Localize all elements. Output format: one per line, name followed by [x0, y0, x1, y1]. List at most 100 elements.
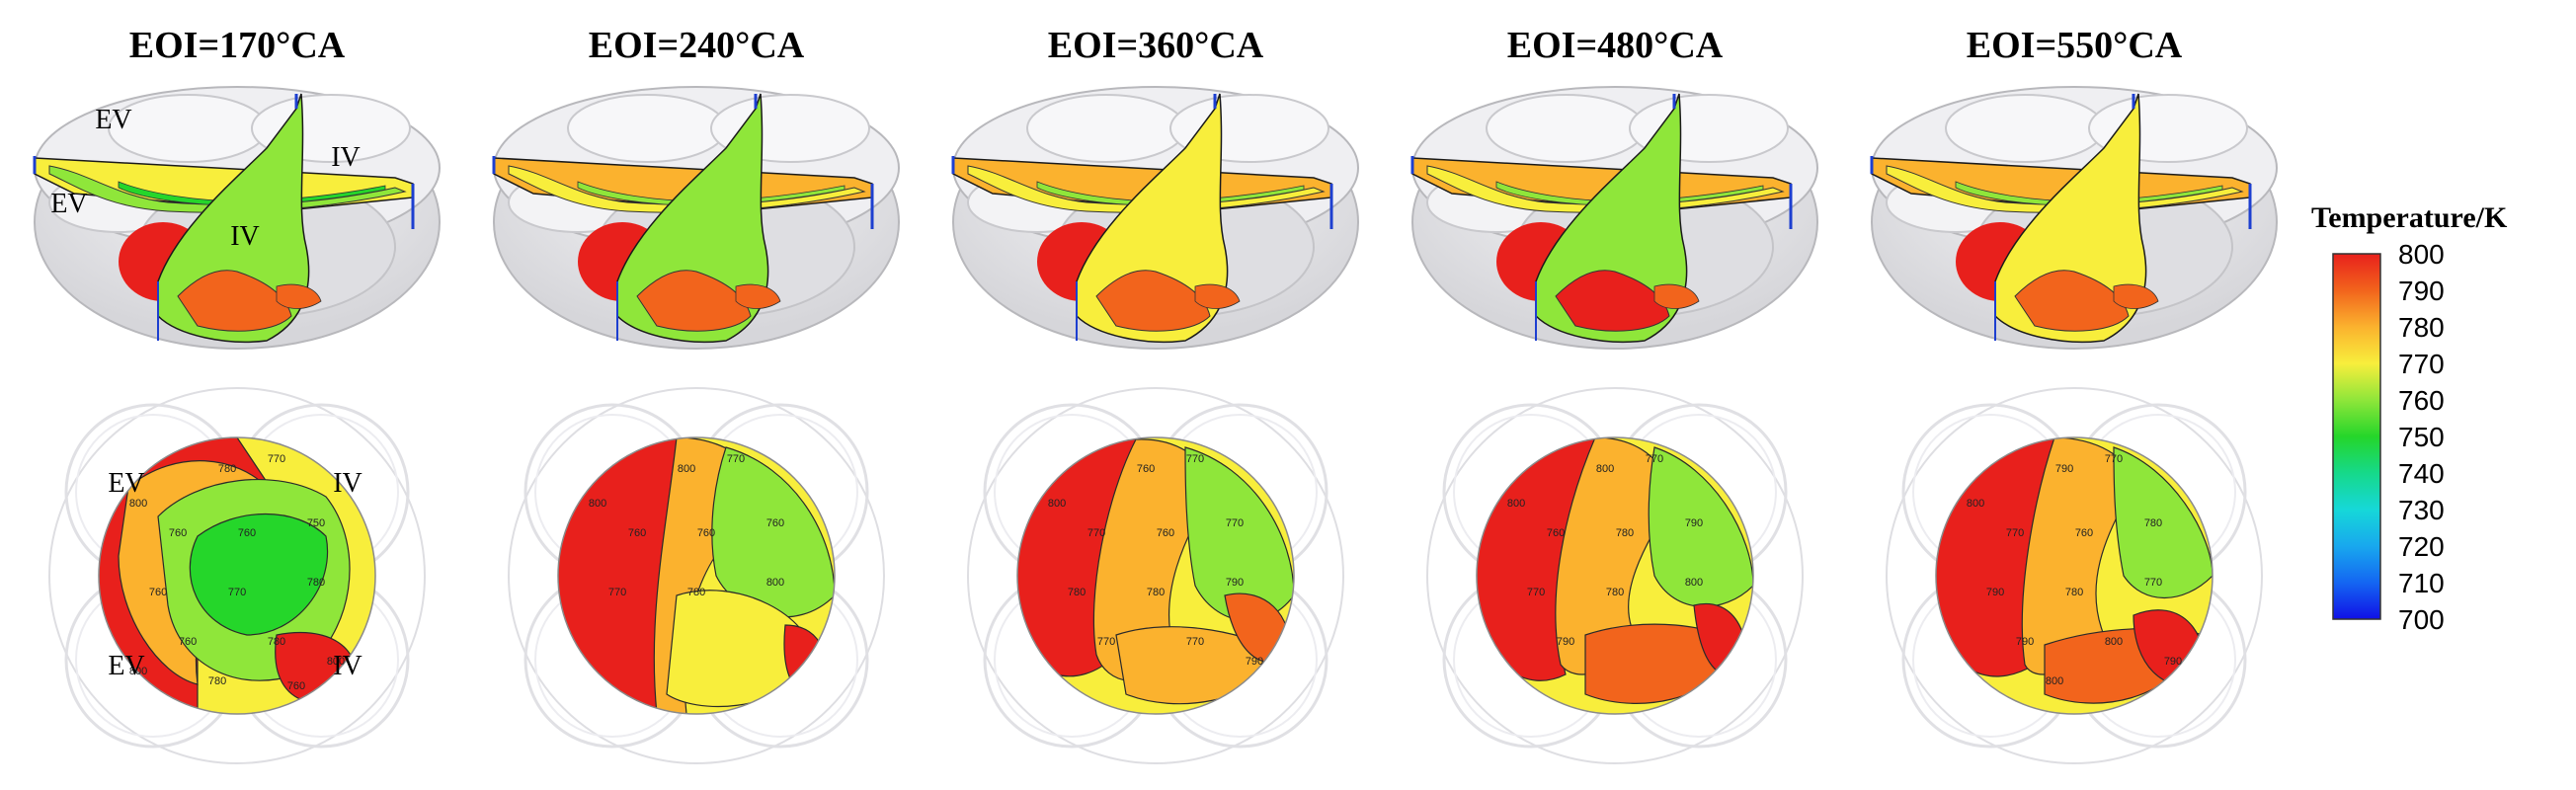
- chamber-3d-3: [951, 86, 1359, 350]
- contour-label-11: 800: [2105, 636, 2123, 648]
- panel-title-2: EOI=240°CA: [589, 25, 805, 66]
- disc-edge: [1016, 436, 1295, 715]
- valve-label-3d-1: EV: [95, 105, 131, 135]
- contour-label-4: 770: [2006, 527, 2024, 539]
- vertical-cut-plane: [616, 93, 769, 344]
- contour-label-5: 760: [238, 527, 256, 539]
- contour-label-8: 780: [1606, 587, 1624, 598]
- contour-label-6: 790: [1685, 517, 1703, 529]
- horizontal-cut-core: [118, 181, 386, 206]
- temperature-disc: [99, 437, 375, 714]
- contour-label-6: 760: [766, 517, 784, 529]
- contour-label-9: 780: [307, 577, 325, 589]
- valve-label-3d-3: EV: [50, 189, 87, 219]
- contour-label-7: 770: [608, 587, 626, 598]
- contour-label-3: 770: [727, 453, 745, 465]
- horizontal-cut-band: [1886, 165, 2244, 213]
- temperature-region-3: [2113, 446, 2213, 598]
- contour-label-15: 800: [129, 666, 147, 677]
- colorbar-tick-label: 770: [2398, 349, 2445, 379]
- contour-label-6: 780: [2144, 517, 2162, 529]
- contour-label-2: 800: [1596, 463, 1614, 475]
- valve-label-3d-4: IV: [230, 221, 260, 252]
- colorbar-tick-label: 750: [2398, 422, 2445, 452]
- contour-label-1: 800: [589, 498, 606, 510]
- valve-seat-ev: [1486, 94, 1646, 163]
- vertical-cut-spot: [1194, 283, 1241, 309]
- contour-label-8: 780: [687, 587, 705, 598]
- contour-label-1: 800: [1507, 498, 1525, 510]
- contour-label-12: 790: [2164, 656, 2182, 668]
- colorbar-tick-label: 720: [2398, 531, 2445, 562]
- contour-label-14: 760: [287, 680, 305, 692]
- temperature-disc: [1017, 437, 1294, 714]
- contour-label-5: 760: [1157, 527, 1174, 539]
- valve-seat-ev: [1026, 94, 1186, 163]
- contour-label-9: 800: [766, 577, 784, 589]
- contour-label-8: 780: [2065, 587, 2083, 598]
- colorbar-tick-label: 800: [2398, 239, 2445, 270]
- disc-edge: [98, 436, 376, 715]
- panel-title-1: EOI=170°CA: [129, 25, 346, 66]
- valve-label-top-3: EV: [108, 651, 144, 681]
- vertical-cut-spot: [276, 283, 322, 309]
- contour-label-9: 770: [2144, 577, 2162, 589]
- vertical-cut-plane: [1535, 93, 1688, 344]
- chamber-3d-1: [33, 86, 441, 350]
- horizontal-cut-core: [1495, 181, 1764, 206]
- contour-label-13: 800: [2046, 675, 2063, 687]
- valve-label-top-4: IV: [333, 651, 362, 681]
- valve-label-top-2: IV: [333, 468, 362, 499]
- panel-title-3: EOI=360°CA: [1048, 25, 1264, 66]
- valve-seat-ev: [108, 94, 268, 163]
- contour-label-4: 760: [169, 527, 187, 539]
- colorbar-tick-label: 790: [2398, 276, 2445, 306]
- contour-label-8: 770: [228, 587, 246, 598]
- contour-label-10: 790: [1557, 636, 1574, 648]
- horizontal-cut-band: [48, 165, 407, 213]
- contour-label-5: 780: [1616, 527, 1634, 539]
- temperature-disc: [1477, 437, 1753, 714]
- contour-label-6: 750: [307, 517, 325, 529]
- horizontal-cut-band: [967, 165, 1326, 213]
- contour-label-1: 800: [1967, 498, 1984, 510]
- disc-edge: [557, 436, 836, 715]
- colorbar-ticks: 800 790 780 770 760 750 740 730 720 710 700: [2398, 239, 2445, 635]
- contour-label-4: 760: [1547, 527, 1565, 539]
- contour-label-1: 800: [1048, 498, 1066, 510]
- contour-label-7: 770: [1527, 587, 1545, 598]
- panel-titles: EOI=170°CA EOI=240°CA EOI=360°CA EOI=480°CA…: [129, 25, 2183, 66]
- horizontal-cut-band: [508, 165, 866, 213]
- contour-label-7: 760: [149, 587, 167, 598]
- top-view-2: 800 800 770 760 760 760 770 780 800: [508, 387, 885, 764]
- contour-label-3: 770: [268, 453, 285, 465]
- contour-label-8: 780: [1147, 587, 1165, 598]
- top-view-1: 800 780 770 760 760 750 760 770 780 760 780 800 780 7…: [48, 387, 426, 764]
- contour-label-1: 800: [129, 498, 147, 510]
- contour-label-10: 760: [179, 636, 197, 648]
- horizontal-cut-band: [1426, 165, 1785, 213]
- valve-label-3d-2: IV: [331, 142, 361, 173]
- colorbar-tick-label: 760: [2398, 385, 2445, 416]
- vertical-cut-spot: [1653, 283, 1700, 309]
- contour-label-11: 770: [1186, 636, 1204, 648]
- contour-label-7: 780: [1068, 587, 1086, 598]
- chamber-3d-4: [1410, 86, 1818, 350]
- contour-label-4: 770: [1087, 527, 1105, 539]
- contour-label-9: 800: [1685, 577, 1703, 589]
- contour-label-3: 770: [1646, 453, 1663, 465]
- colorbar-tick-label: 710: [2398, 568, 2445, 598]
- contour-label-9: 790: [1226, 577, 1244, 589]
- contour-label-5: 760: [697, 527, 715, 539]
- top-view-5: 800 790 770 770 760 780 790 780 770 790 800 790 800: [1886, 387, 2263, 764]
- cylinder-3d-views: EV IV EV IV: [33, 86, 2278, 350]
- valve-label-top-1: EV: [108, 468, 144, 499]
- horizontal-cut-core: [577, 181, 845, 206]
- vertical-cut-plane: [157, 93, 310, 344]
- horizontal-cut-core: [1955, 181, 2223, 206]
- contour-label-2: 780: [218, 463, 236, 475]
- chamber-3d-5: [1870, 86, 2278, 350]
- chamber-3d-2: [492, 86, 900, 350]
- colorbar-tick-label: 700: [2398, 604, 2445, 635]
